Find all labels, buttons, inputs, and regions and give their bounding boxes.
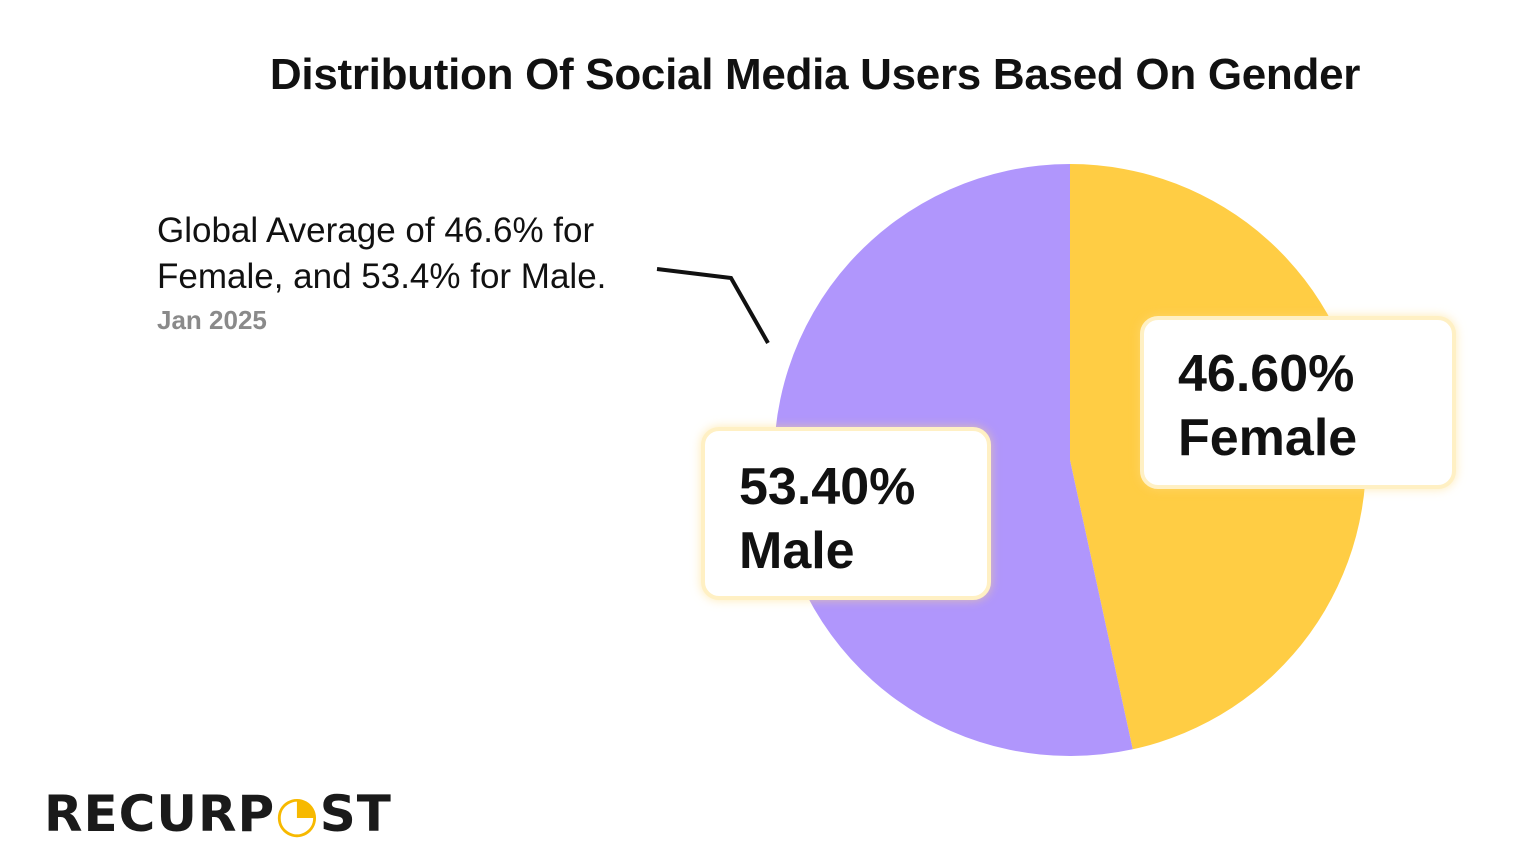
annotation: Global Average of 46.6% for Female, and … [157,208,657,340]
female-percent: 46.60% [1178,345,1355,403]
data-label-female: 46.60% Female [1140,316,1456,489]
annotation-leader-line [656,267,770,344]
data-label-male: 53.40% Male [701,427,991,600]
female-name: Female [1178,409,1358,467]
recurpost-logo: RECURP◔ST [44,785,392,843]
male-name: Male [739,522,855,580]
chart-title: Distribution Of Social Media Users Based… [269,50,1361,99]
annotation-text: Global Average of 46.6% for Female, and … [157,211,607,296]
male-percent: 53.40% [739,458,916,516]
clock-o-icon: ◔ [275,785,320,843]
annotation-date: Jan 2025 [157,305,267,335]
